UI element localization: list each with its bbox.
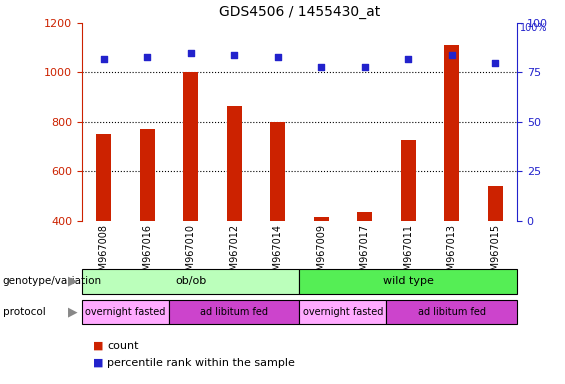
Text: ■: ■ xyxy=(93,341,104,351)
Bar xyxy=(444,45,459,221)
Text: ▶: ▶ xyxy=(68,306,77,318)
Bar xyxy=(299,300,386,324)
Text: wild type: wild type xyxy=(383,276,434,286)
Bar xyxy=(270,122,285,221)
Point xyxy=(447,51,457,58)
Title: GDS4506 / 1455430_at: GDS4506 / 1455430_at xyxy=(219,5,380,19)
Point xyxy=(316,63,325,70)
Text: ob/ob: ob/ob xyxy=(175,276,206,286)
Text: 100%: 100% xyxy=(520,23,547,33)
Point xyxy=(273,54,282,60)
Point xyxy=(229,51,238,58)
Text: ad libitum fed: ad libitum fed xyxy=(418,307,486,317)
Text: ■: ■ xyxy=(93,358,104,368)
Text: ▶: ▶ xyxy=(68,275,77,288)
Point xyxy=(99,56,108,62)
Bar xyxy=(488,186,503,221)
Bar xyxy=(227,106,242,221)
Point xyxy=(403,56,412,62)
Bar xyxy=(386,300,517,324)
Text: percentile rank within the sample: percentile rank within the sample xyxy=(107,358,295,368)
Point xyxy=(360,63,370,70)
Text: genotype/variation: genotype/variation xyxy=(3,276,102,286)
Point xyxy=(490,60,500,66)
Bar xyxy=(96,134,111,221)
Bar xyxy=(183,73,198,221)
Bar xyxy=(140,129,155,221)
Bar xyxy=(169,300,299,324)
Bar xyxy=(357,212,372,221)
Text: count: count xyxy=(107,341,139,351)
Bar xyxy=(401,141,416,221)
Text: protocol: protocol xyxy=(3,307,46,317)
Point xyxy=(142,54,151,60)
Bar xyxy=(299,269,517,294)
Text: overnight fasted: overnight fasted xyxy=(85,307,166,317)
Bar xyxy=(82,269,299,294)
Text: overnight fasted: overnight fasted xyxy=(303,307,383,317)
Point xyxy=(186,50,195,56)
Bar xyxy=(82,300,169,324)
Bar xyxy=(314,217,329,221)
Text: ad libitum fed: ad libitum fed xyxy=(200,307,268,317)
